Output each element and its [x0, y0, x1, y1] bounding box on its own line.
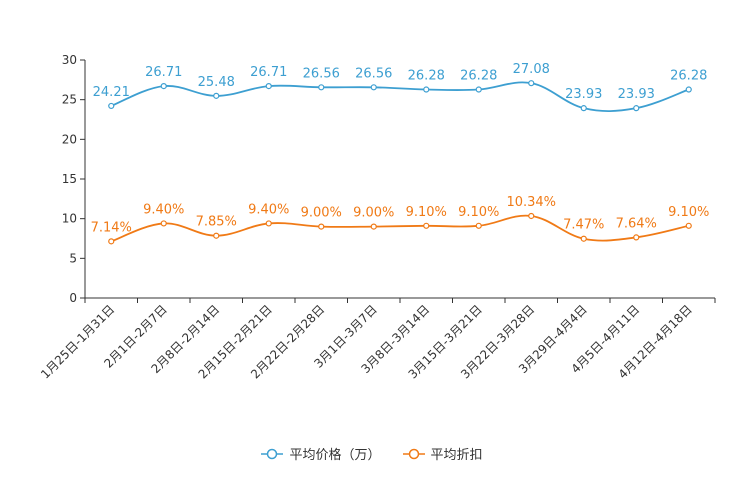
- data-point: [685, 222, 692, 229]
- data-point: [633, 105, 640, 112]
- chart-series: 24.21 26.71 25.48 26.71 26.56 26.56 26.28 26.28…: [91, 62, 709, 245]
- series-line: [110, 81, 690, 113]
- data-point: [528, 80, 535, 87]
- chart-legend: 平均价格（万） 平均折扣: [0, 444, 744, 463]
- data-label: 7.14%: [91, 220, 132, 235]
- data-label: 10.34%: [506, 195, 556, 210]
- data-point: [580, 105, 587, 112]
- data-point: [475, 86, 482, 93]
- data-point: [318, 84, 325, 91]
- data-point: [370, 223, 377, 230]
- series-line: [110, 214, 689, 243]
- data-label: 9.40%: [248, 202, 289, 217]
- data-point: [528, 212, 535, 220]
- data-point: [423, 222, 430, 229]
- data-label: 24.21: [93, 85, 130, 100]
- data-point: [423, 86, 430, 93]
- data-label: 9.10%: [406, 205, 447, 220]
- x-tick-label: 1月25日-1月31日: [38, 302, 117, 381]
- data-point: [265, 83, 272, 90]
- data-label: 7.47%: [563, 218, 604, 233]
- data-label: 26.28: [460, 69, 497, 84]
- data-label: 25.48: [198, 75, 235, 90]
- data-point: [685, 86, 692, 93]
- data-label: 27.08: [513, 62, 550, 77]
- y-tick-label: 20: [62, 132, 77, 146]
- data-label: 9.00%: [301, 206, 342, 221]
- data-label: 9.00%: [353, 206, 394, 221]
- y-tick-label: 5: [69, 251, 77, 265]
- data-label: 7.85%: [196, 215, 237, 230]
- legend-label-avg-price: 平均价格（万）: [289, 448, 381, 463]
- data-point: [160, 83, 167, 90]
- data-label: 9.10%: [668, 205, 709, 220]
- data-point: [370, 84, 377, 91]
- data-label: 26.56: [355, 66, 392, 81]
- data-point: [108, 102, 115, 110]
- data-point: [633, 234, 640, 241]
- data-label: 7.64%: [616, 216, 657, 231]
- series-0: 24.21 26.71 25.48 26.71 26.56 26.56 26.28 26.28…: [93, 62, 707, 113]
- legend-line-circle-icon: [261, 448, 284, 459]
- data-label: 9.10%: [458, 205, 499, 220]
- data-point: [108, 238, 115, 245]
- data-label: 26.28: [408, 69, 445, 84]
- data-label: 26.71: [145, 65, 182, 80]
- y-tick-label: 25: [62, 93, 77, 107]
- data-point: [160, 220, 167, 227]
- data-point: [318, 223, 325, 230]
- y-tick-label: 0: [69, 291, 77, 305]
- data-point: [475, 222, 482, 229]
- data-label: 26.71: [250, 65, 287, 80]
- data-point: [213, 232, 220, 239]
- data-label: 26.56: [303, 66, 340, 81]
- data-label: 9.40%: [143, 202, 184, 217]
- data-label: 23.93: [618, 87, 655, 102]
- y-tick-label: 10: [62, 212, 77, 226]
- data-point: [580, 235, 587, 242]
- data-label: 23.93: [565, 87, 602, 102]
- series-1: 7.14% 9.40% 7.85% 9.40% 9.00% 9.00% 9.10% 9.10%…: [91, 195, 709, 245]
- legend-line-circle-icon: [402, 448, 425, 459]
- legend-label-avg-discount: 平均折扣: [430, 448, 483, 463]
- data-label: 26.28: [670, 69, 707, 84]
- data-point: [265, 220, 272, 227]
- legend-item-avg-price[interactable]: 平均价格（万）: [261, 444, 381, 463]
- data-point: [213, 92, 220, 99]
- y-tick-label: 30: [62, 53, 77, 67]
- legend-item-avg-discount[interactable]: 平均折扣: [402, 444, 483, 463]
- y-tick-label: 15: [62, 172, 77, 186]
